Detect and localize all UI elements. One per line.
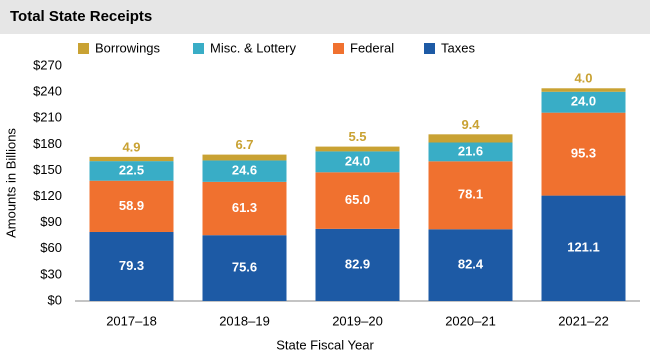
bar-segment <box>89 156 174 162</box>
bar-segment <box>541 91 626 113</box>
bar-segment <box>202 154 287 161</box>
data-label: 21.6 <box>458 143 483 158</box>
y-tick-label: $210 <box>33 110 62 125</box>
legend-label: Federal <box>350 40 394 55</box>
bar-segment <box>202 181 287 236</box>
bar-segment <box>428 142 513 162</box>
bar-segment <box>315 172 400 229</box>
legend-swatch <box>424 43 435 54</box>
y-tick-label: $150 <box>33 162 62 177</box>
y-tick-label: $120 <box>33 188 62 203</box>
legend-label: Taxes <box>441 40 475 55</box>
bar-segment <box>541 112 626 196</box>
x-axis-label: State Fiscal Year <box>276 337 374 352</box>
y-tick-label: $90 <box>40 214 62 229</box>
x-tick-label: 2017–18 <box>106 313 157 328</box>
bar-segment <box>89 161 174 181</box>
y-tick-label: $240 <box>33 84 62 99</box>
data-label: 78.1 <box>458 187 483 202</box>
y-tick-label: $180 <box>33 136 62 151</box>
bar-segment <box>428 161 513 230</box>
bar-segment <box>541 195 626 301</box>
x-tick-label: 2018–19 <box>219 313 270 328</box>
data-label: 82.4 <box>458 257 484 272</box>
bar-segment <box>541 88 626 92</box>
data-label: 75.6 <box>232 260 257 275</box>
legend-swatch <box>193 43 204 54</box>
data-label: 6.7 <box>235 137 253 152</box>
data-label: 79.3 <box>119 258 144 273</box>
data-label: 4.9 <box>122 139 140 154</box>
x-tick-label: 2020–21 <box>445 313 496 328</box>
legend-label: Borrowings <box>95 40 161 55</box>
legend-swatch <box>78 43 89 54</box>
bar-segment <box>315 228 400 301</box>
y-axis-label: Amounts in Billions <box>3 128 18 238</box>
data-label: 121.1 <box>567 240 600 255</box>
legend-label: Misc. & Lottery <box>210 40 296 55</box>
y-tick-label: $60 <box>40 240 62 255</box>
bar-segment <box>202 235 287 301</box>
title-bar <box>0 0 650 34</box>
data-label: 24.6 <box>232 163 257 178</box>
data-label: 24.0 <box>571 94 596 109</box>
data-label: 9.4 <box>461 117 480 132</box>
bar-segment <box>89 180 174 232</box>
data-label: 95.3 <box>571 146 596 161</box>
bar-segment <box>89 231 174 301</box>
y-tick-label: $270 <box>33 57 62 72</box>
data-label: 24.0 <box>345 153 370 168</box>
data-label: 4.0 <box>574 71 592 86</box>
data-label: 82.9 <box>345 256 370 271</box>
bar-segment <box>202 160 287 182</box>
data-label: 61.3 <box>232 200 257 215</box>
y-tick-label: $30 <box>40 266 62 281</box>
data-label: 65.0 <box>345 192 370 207</box>
data-label: 22.5 <box>119 162 144 177</box>
x-tick-label: 2019–20 <box>332 313 383 328</box>
bar-segment <box>428 229 513 301</box>
y-tick-label: $0 <box>48 292 62 307</box>
chart-title: Total State Receipts <box>10 8 152 25</box>
x-tick-label: 2021–22 <box>558 313 609 328</box>
data-label: 58.9 <box>119 198 144 213</box>
legend-swatch <box>333 43 344 54</box>
bar-segment <box>428 134 513 143</box>
data-label: 5.5 <box>348 129 366 144</box>
bar-segment <box>315 146 400 152</box>
bar-segment <box>315 151 400 173</box>
